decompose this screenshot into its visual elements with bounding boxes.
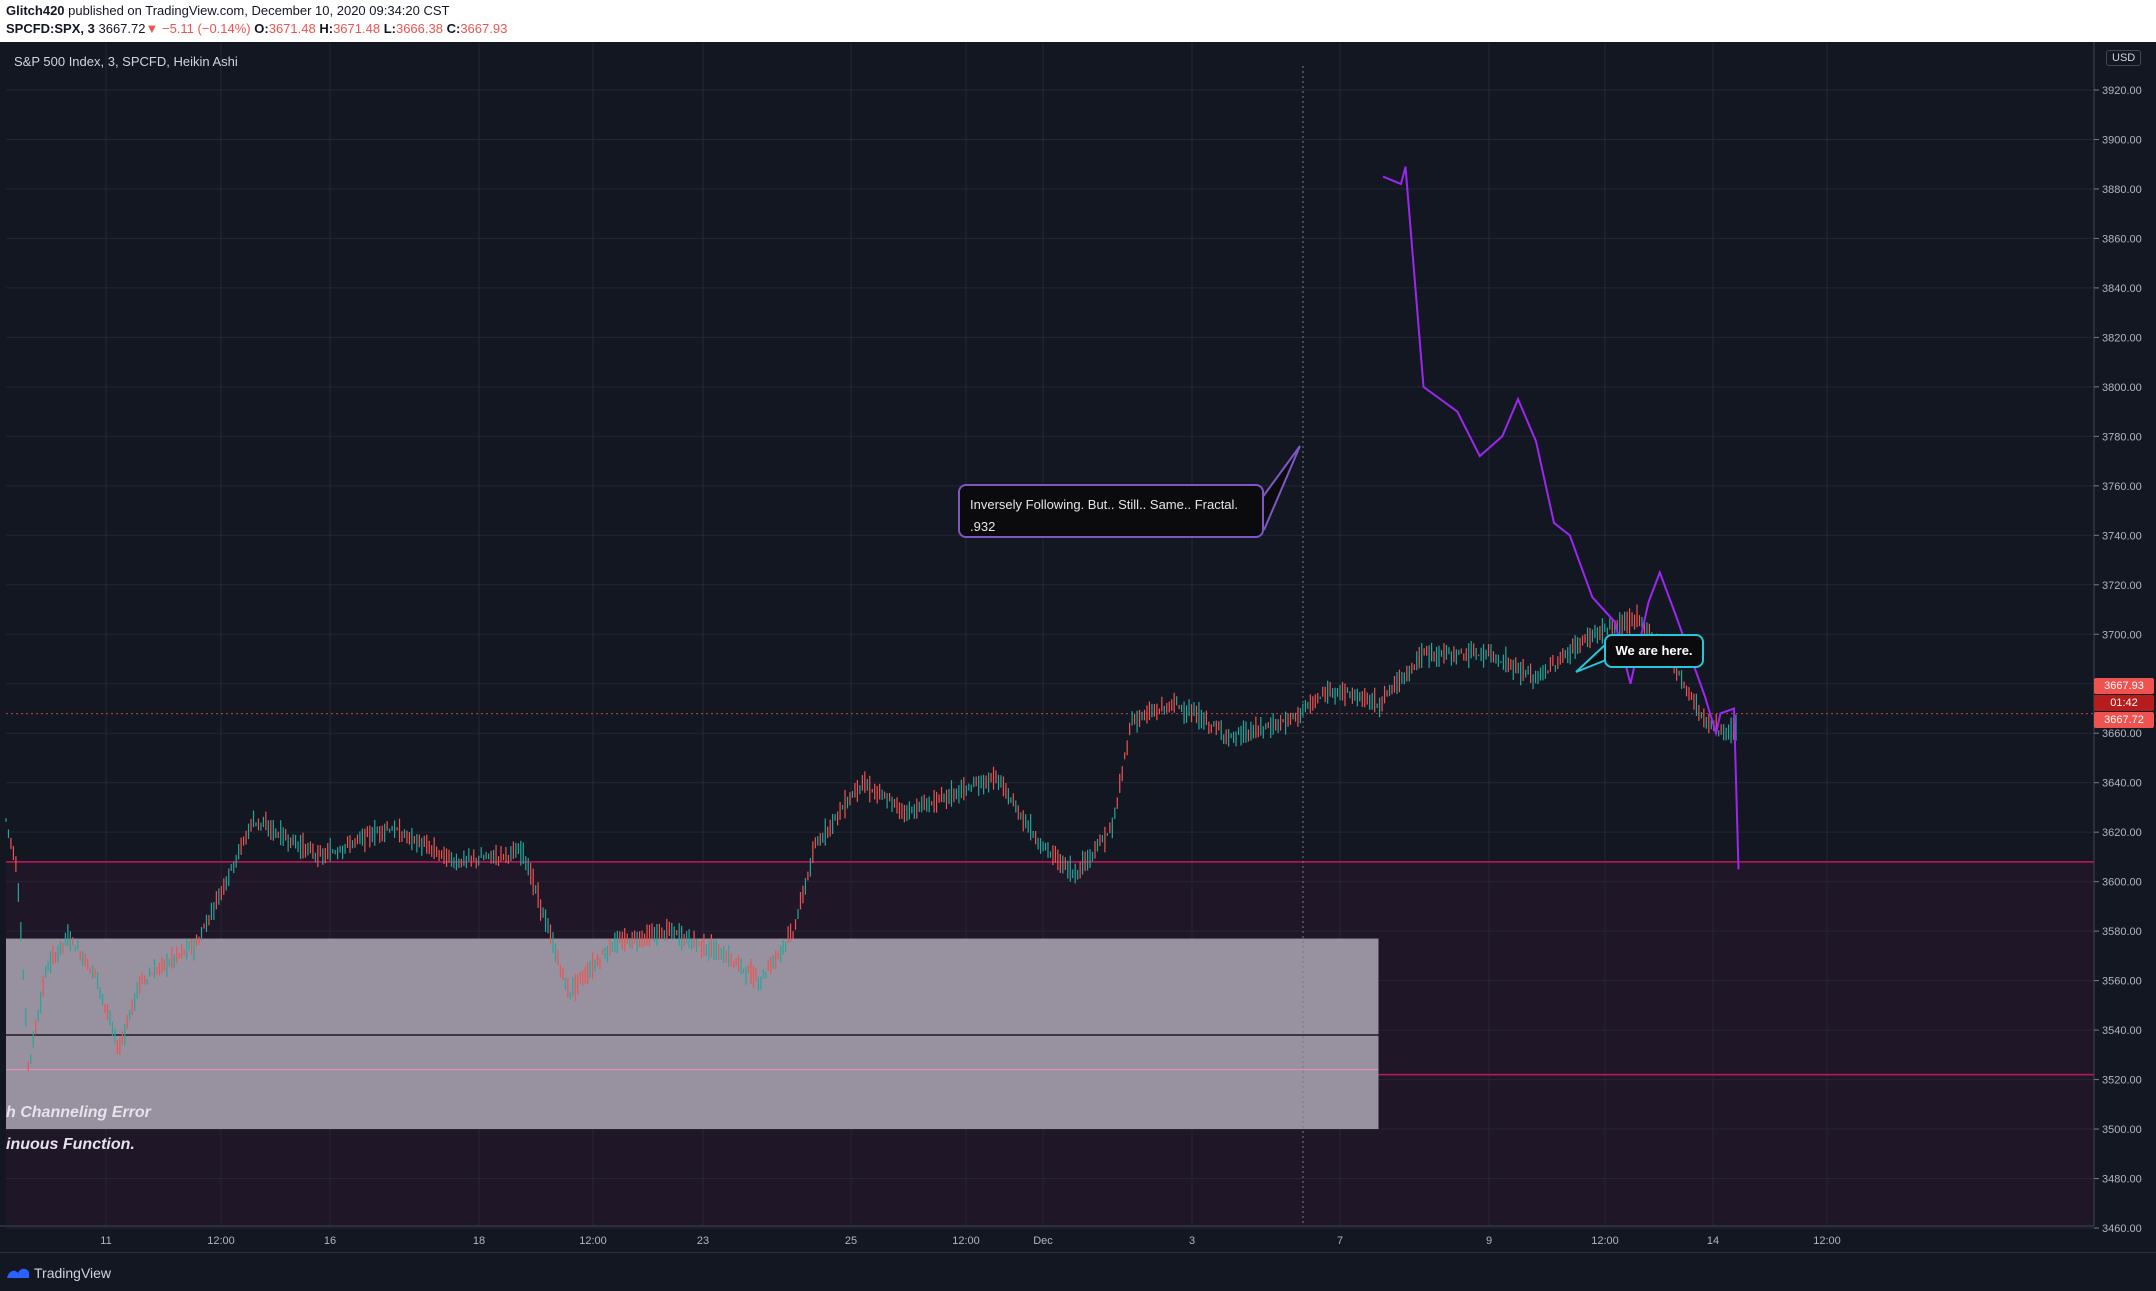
price-tick-label: 3780.00 — [2102, 431, 2142, 443]
time-tick-label: 23 — [697, 1235, 709, 1247]
low-value: 3666.38 — [395, 21, 443, 36]
high-label: H: — [319, 21, 334, 36]
callout-here-pointer — [1575, 643, 1607, 673]
price-tick-label: 3540.00 — [2102, 1025, 2142, 1037]
chart-legend-title[interactable]: S&P 500 Index, 3, SPCFD, Heikin Ashi — [14, 54, 238, 69]
low-label: L: — [383, 21, 396, 36]
published-text: published on TradingView.com, December 1… — [68, 3, 450, 18]
time-tick-label: 7 — [1337, 1235, 1343, 1247]
price-tick-label: 3900.00 — [2102, 134, 2142, 146]
callout-fractal-line1: Inversely Following. But.. Still.. Same.… — [970, 497, 1239, 512]
price-tick-label: 3880.00 — [2102, 184, 2142, 196]
callout-we-are-here[interactable]: We are here. — [1604, 634, 1704, 668]
price-tick-label: 3760.00 — [2102, 481, 2142, 493]
price-tick-label: 3580.00 — [2102, 926, 2142, 938]
close-value: 3667.93 — [460, 21, 508, 36]
header-bar: Glitch420 published on TradingView.com, … — [0, 0, 2156, 42]
price-axis-background — [2094, 42, 2156, 1226]
time-tick-label: 11 — [100, 1235, 111, 1247]
projection-line — [1382, 166, 1740, 870]
time-tick-label: 3 — [1189, 1235, 1195, 1247]
author-name[interactable]: Glitch420 — [6, 3, 65, 18]
price-tick-label: 3840.00 — [2102, 283, 2142, 295]
price-tick-label: 3740.00 — [2102, 530, 2142, 542]
price-tick-label: 3800.00 — [2102, 382, 2142, 394]
time-tick-label: 12:00 — [1813, 1235, 1841, 1247]
time-tick-label: 14 — [1707, 1235, 1719, 1247]
open-label: O: — [254, 21, 269, 36]
symbol-label: SPCFD:SPX, 3 — [6, 21, 95, 36]
callout-fractal-line2: .932 — [970, 519, 996, 534]
price-tick-label: 3720.00 — [2102, 580, 2142, 592]
price-tick-label: 3620.00 — [2102, 827, 2142, 839]
time-tick-label: 25 — [845, 1235, 857, 1247]
price-tick-label: 3920.00 — [2102, 85, 2142, 97]
time-tick-label: 18 — [473, 1235, 485, 1247]
ohlc-line: SPCFD:SPX, 3 3667.72▼ −5.11 (−0.14%) O:3… — [6, 21, 507, 36]
last-price-tag: 3667.72 — [2094, 712, 2154, 728]
currency-badge[interactable]: USD — [2106, 50, 2142, 66]
open-value: 3671.48 — [268, 21, 316, 36]
callout-fractal[interactable]: Inversely Following. But.. Still.. Same.… — [958, 484, 1264, 538]
change-value: −5.11 (−0.14%) — [161, 21, 251, 36]
down-arrow-icon: ▼ — [145, 21, 159, 36]
candles-group — [5, 604, 1737, 1072]
time-tick-label: 12:00 — [952, 1235, 980, 1247]
price-tick-label: 3640.00 — [2102, 778, 2142, 790]
close-price-tag: 3667.93 — [2094, 678, 2154, 694]
price-tick-label: 3820.00 — [2102, 332, 2142, 344]
time-tick-label: Dec — [1033, 1235, 1053, 1247]
price-tick-label: 3860.00 — [2102, 233, 2142, 245]
tradingview-logo-icon[interactable] — [6, 1265, 30, 1281]
price-tick-label: 3700.00 — [2102, 629, 2142, 641]
close-label: C: — [446, 21, 461, 36]
gray-zone — [6, 938, 1379, 1130]
price-tick-label: 3600.00 — [2102, 877, 2142, 889]
footer: TradingView — [0, 1252, 2156, 1291]
price-tick-label: 3520.00 — [2102, 1075, 2142, 1087]
last-price: 3667.72 — [98, 21, 146, 36]
note-channeling-error[interactable]: h Channeling Error — [6, 1104, 151, 1121]
chart-area[interactable]: 3460.00 3480.00 3500.00 3520.00 3540.00 3560.… — [0, 42, 2156, 1252]
price-tick-label: 3460.00 — [2102, 1223, 2142, 1235]
publish-info: Glitch420 published on TradingView.com, … — [6, 3, 450, 18]
time-tick-label: 16 — [324, 1235, 336, 1247]
price-tick-label: 3560.00 — [2102, 976, 2142, 988]
tradingview-brand[interactable]: TradingView — [34, 1265, 112, 1281]
price-tick-label: 3660.00 — [2102, 728, 2142, 740]
time-tick-label: 12:00 — [579, 1235, 607, 1247]
time-tick-label: 12:00 — [1591, 1235, 1619, 1247]
time-tick-label: 9 — [1486, 1235, 1492, 1247]
note-continuous-function[interactable]: inuous Function. — [6, 1136, 135, 1153]
price-tick-label: 3500.00 — [2102, 1124, 2142, 1136]
time-tick-label: 12:00 — [207, 1235, 235, 1247]
high-value: 3671.48 — [333, 21, 381, 36]
countdown-tag: 01:42 — [2094, 695, 2154, 711]
price-tick-label: 3480.00 — [2102, 1174, 2142, 1186]
price-chart[interactable]: 3460.00 3480.00 3500.00 3520.00 3540.00 3560.… — [0, 42, 2156, 1252]
